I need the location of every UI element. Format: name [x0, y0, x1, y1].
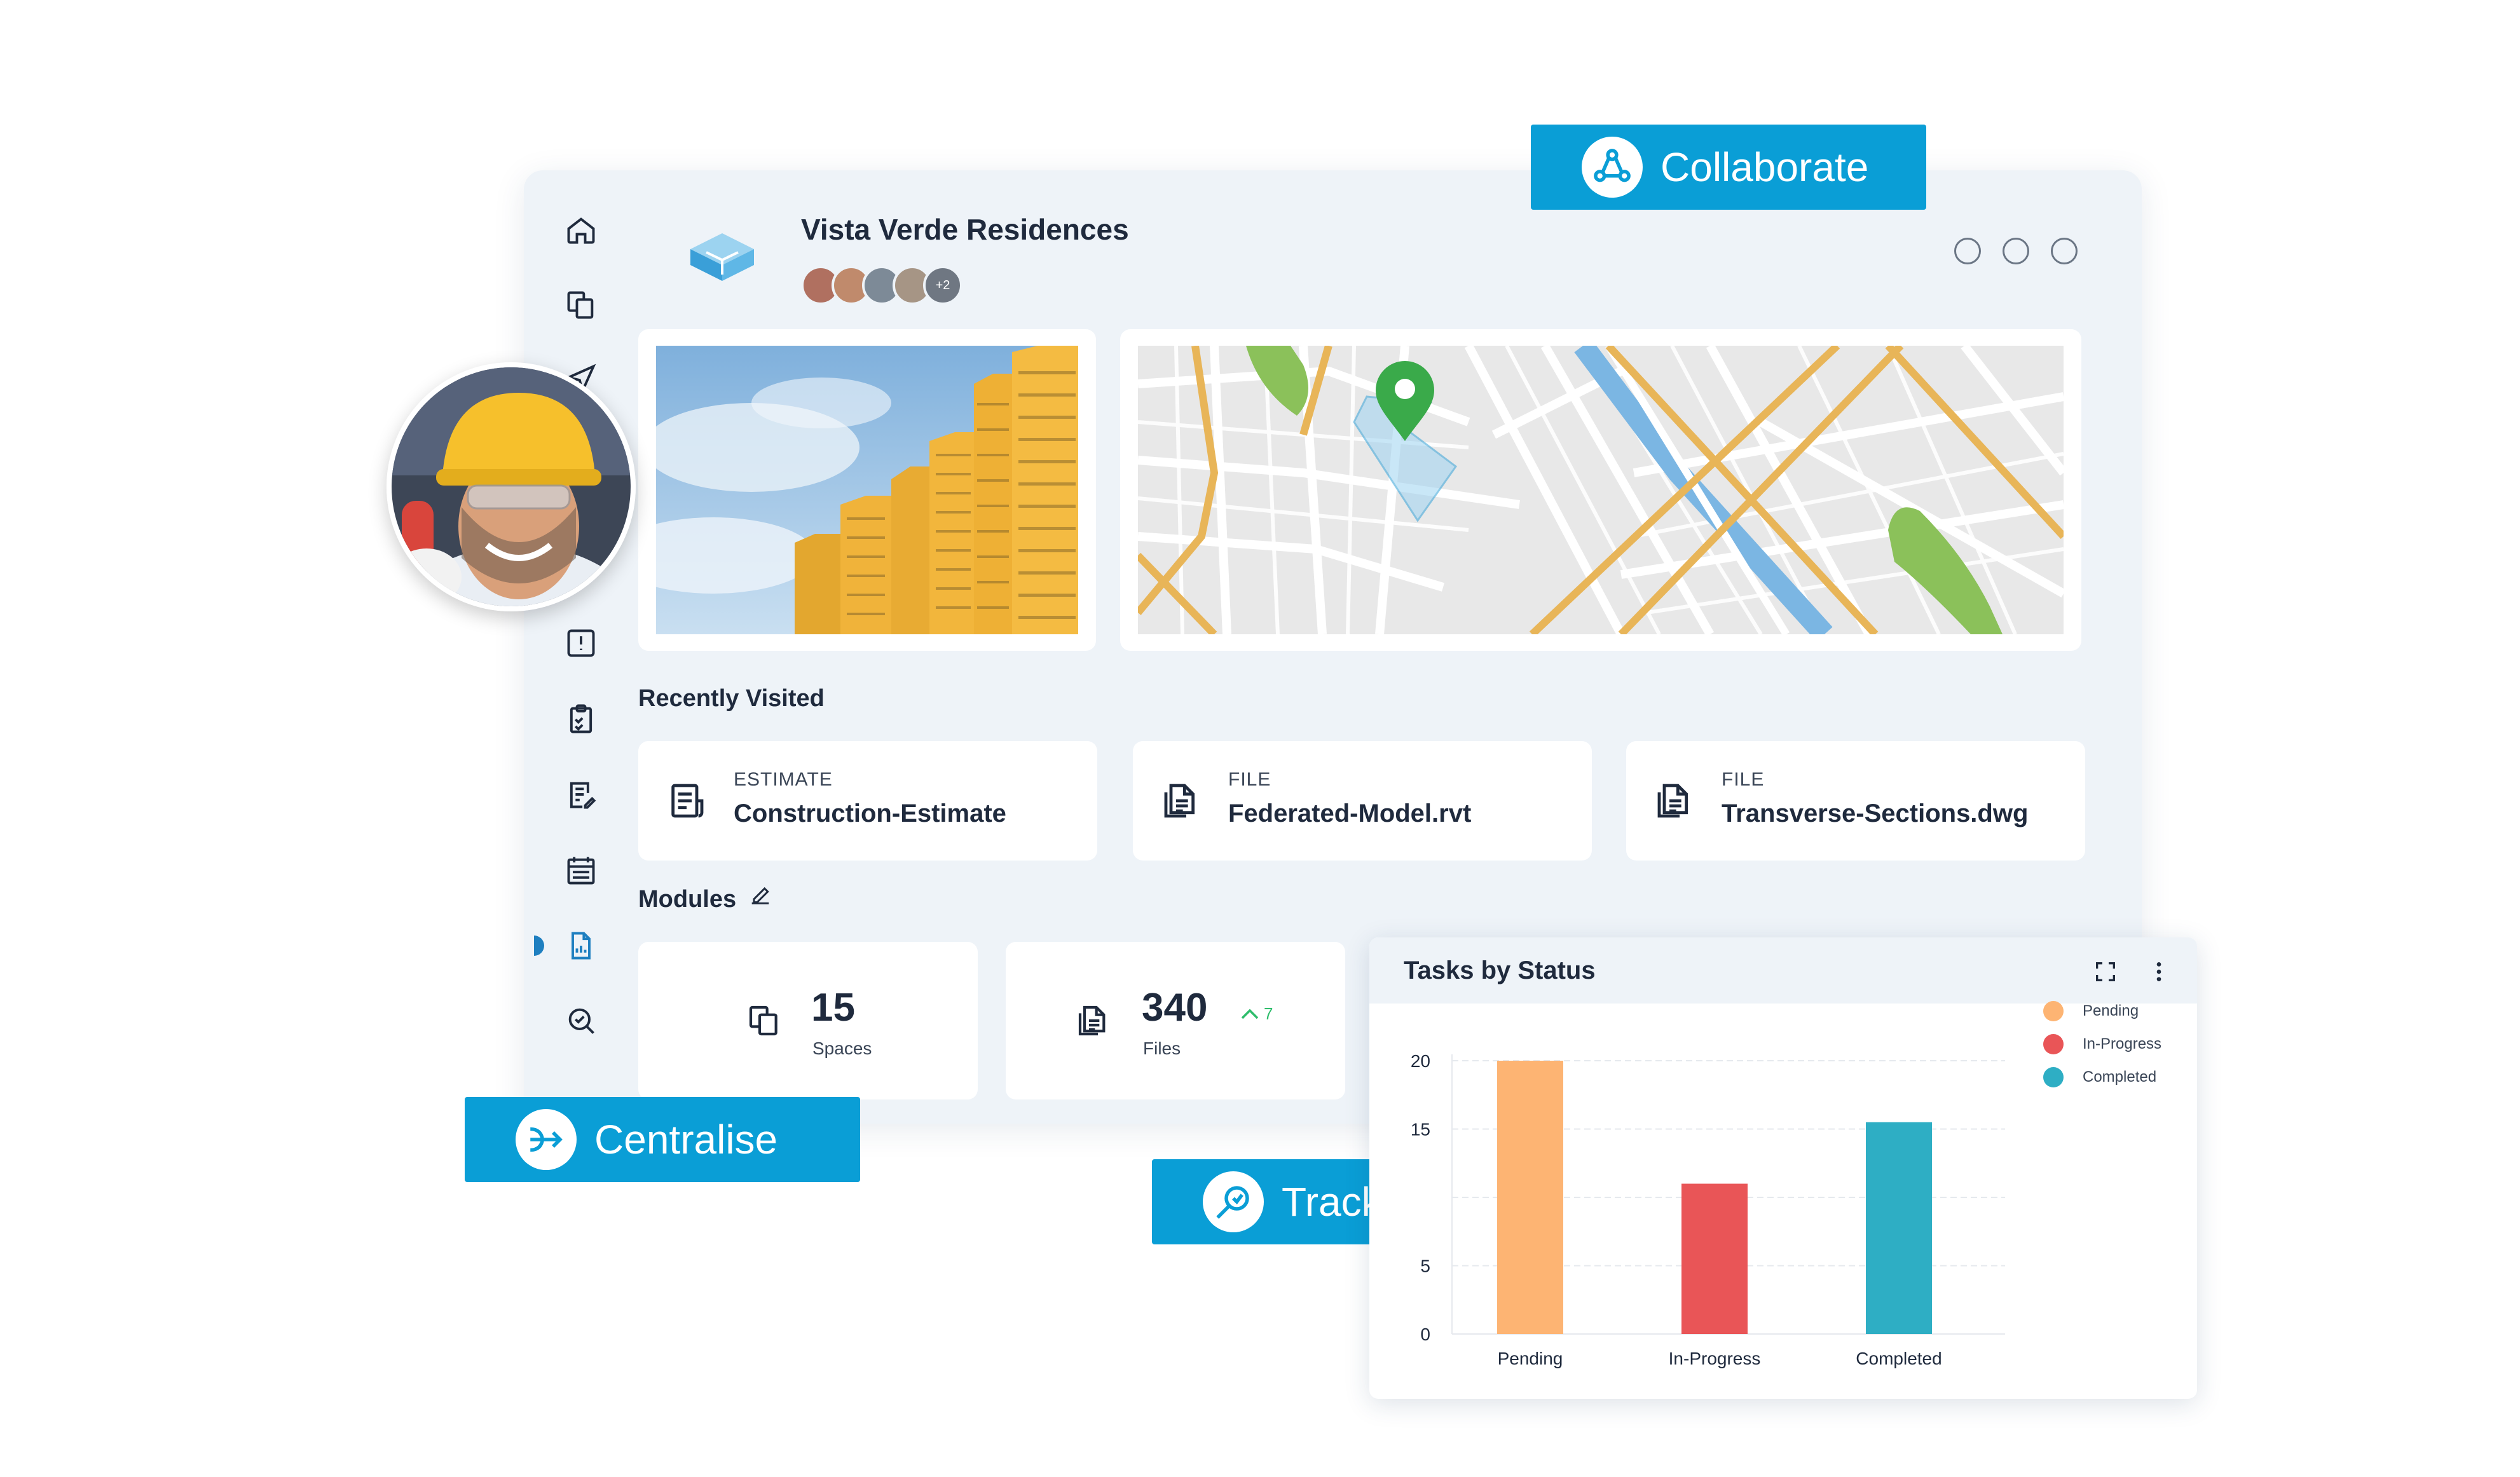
legend-swatch [2043, 1034, 2064, 1054]
location-pin-icon [1376, 361, 1434, 441]
bar-pending [1497, 1061, 1563, 1334]
member-avatars[interactable]: +2 [801, 266, 962, 305]
avatar [801, 266, 840, 305]
legend-swatch [2043, 1001, 2064, 1021]
legend-label: In-Progress [2083, 1035, 2162, 1052]
recent-item[interactable]: ESTIMATE Construction-Estimate [638, 741, 1097, 861]
home-icon[interactable] [558, 207, 604, 253]
files-count: 340 [1142, 986, 1208, 1030]
window-dot[interactable] [2051, 238, 2078, 264]
recent-item-type: FILE [1722, 769, 1765, 790]
module-stat-spaces[interactable]: 15 Spaces [638, 942, 978, 1099]
project-map-card[interactable] [1120, 329, 2081, 651]
centralise-label: Centralise [594, 1117, 778, 1162]
avatar-overflow-count: +2 [923, 266, 962, 305]
track-label: Track [1282, 1179, 1382, 1225]
bar-in-progress [1681, 1183, 1748, 1334]
estimate-icon [671, 784, 704, 818]
files-icon [1078, 1005, 1106, 1036]
worker-photo [387, 362, 636, 611]
module-stat-files[interactable]: 340 Files 7 [1006, 942, 1345, 1099]
spaces-icon [749, 1005, 777, 1036]
document-edit-icon[interactable] [558, 772, 604, 817]
project-photo-card[interactable] [638, 329, 1096, 651]
site-map[interactable] [1138, 346, 2064, 634]
more-options-icon[interactable] [2146, 959, 2172, 984]
alert-icon[interactable] [558, 620, 604, 666]
chart-header [1369, 937, 2197, 1004]
recently-visited-heading: Recently Visited [638, 685, 825, 712]
track-icon [1203, 1171, 1264, 1232]
window-dot[interactable] [2003, 238, 2029, 264]
x-tick-label: Completed [1856, 1349, 1941, 1368]
file-icon [1657, 784, 1688, 818]
y-tick-label: 5 [1420, 1256, 1430, 1276]
legend-item: Pending [2043, 1001, 2139, 1021]
recent-item-name: Federated-Model.rvt [1228, 800, 1472, 827]
chart-title: Tasks by Status [1404, 956, 1596, 984]
y-tick-label: 0 [1420, 1324, 1430, 1344]
x-tick-label: In-Progress [1669, 1349, 1761, 1368]
collaborate-icon [1582, 137, 1643, 198]
trend-up-icon [1241, 1009, 1259, 1019]
legend-item: In-Progress [2043, 1034, 2161, 1054]
y-tick-label: 20 [1411, 1051, 1430, 1071]
recent-item-type: FILE [1228, 769, 1271, 790]
centralise-tag: Centralise [465, 1097, 860, 1182]
active-indicator [534, 936, 544, 956]
modules-heading: Modules [638, 886, 737, 913]
legend-swatch [2043, 1067, 2064, 1087]
recent-item[interactable]: FILE Federated-Model.rvt [1133, 741, 1592, 861]
spaces-count: 15 [811, 986, 855, 1030]
files-label: Files [1143, 1038, 1181, 1058]
centralise-icon [516, 1109, 577, 1170]
legend-label: Completed [2083, 1068, 2157, 1086]
recent-item[interactable]: FILE Transverse-Sections.dwg [1626, 741, 2085, 861]
file-icon [1164, 784, 1195, 818]
collaborate-tag: Collaborate [1531, 125, 1926, 210]
building-photo [656, 346, 1078, 634]
files-delta: 7 [1264, 1004, 1273, 1023]
schedule-icon[interactable] [558, 848, 604, 894]
spaces-label: Spaces [812, 1038, 872, 1058]
legend-label: Pending [2083, 1002, 2139, 1019]
x-tick-label: Pending [1498, 1349, 1563, 1368]
collaborate-label: Collaborate [1661, 144, 1869, 190]
project-title: Vista Verde Residences [801, 213, 1129, 246]
legend-item: Completed [2043, 1067, 2156, 1087]
recent-item-name: Transverse-Sections.dwg [1722, 800, 2029, 827]
y-tick-label: 15 [1411, 1120, 1430, 1140]
bar-completed [1866, 1122, 1932, 1334]
inspection-icon[interactable] [558, 998, 604, 1044]
expand-icon[interactable] [2093, 959, 2118, 984]
checklist-icon[interactable] [558, 697, 604, 742]
recent-item-type: ESTIMATE [734, 769, 833, 790]
tasks-by-status-widget: Tasks by Status 0 5 15 20 Pending In-Progress… [1369, 937, 2197, 1399]
window-dot[interactable] [1954, 238, 1981, 264]
edit-icon[interactable] [748, 882, 773, 908]
bar-chart: 0 5 15 20 Pending In-Progress Completed [1411, 1051, 2005, 1368]
recent-item-name: Construction-Estimate [734, 800, 1006, 827]
project-logo [684, 224, 760, 287]
spaces-icon[interactable] [558, 282, 604, 328]
reports-icon[interactable] [558, 923, 604, 969]
